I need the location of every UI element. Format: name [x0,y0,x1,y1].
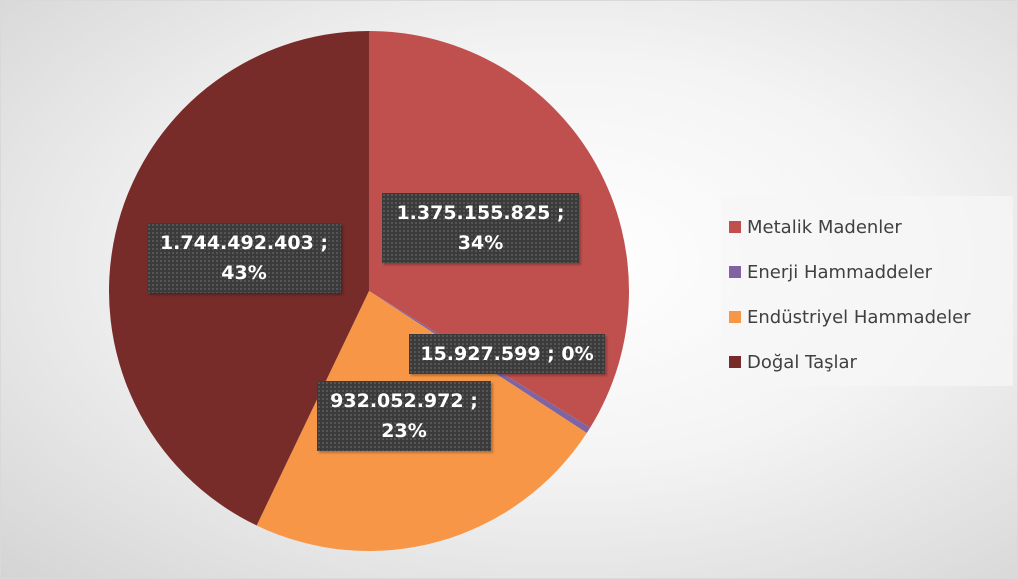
legend-box [721,196,1013,386]
legend-swatch [729,221,741,233]
legend-swatch [729,356,741,368]
legend-swatch [729,311,741,323]
legend-label: Endüstriyel Hammadeler [747,307,971,328]
data-label: 1.375.155.825 ; 34% [382,193,579,263]
legend-label: Metalik Madenler [747,217,902,238]
data-label: 932.052.972 ; 23% [317,381,491,451]
legend-label: Enerji Hammaddeler [747,262,933,283]
legend-swatch [729,266,741,278]
data-label: 15.927.599 ; 0% [409,334,605,374]
legend-label: Doğal Taşlar [747,352,858,373]
data-label: 1.744.492.403 ; 43% [147,223,341,293]
